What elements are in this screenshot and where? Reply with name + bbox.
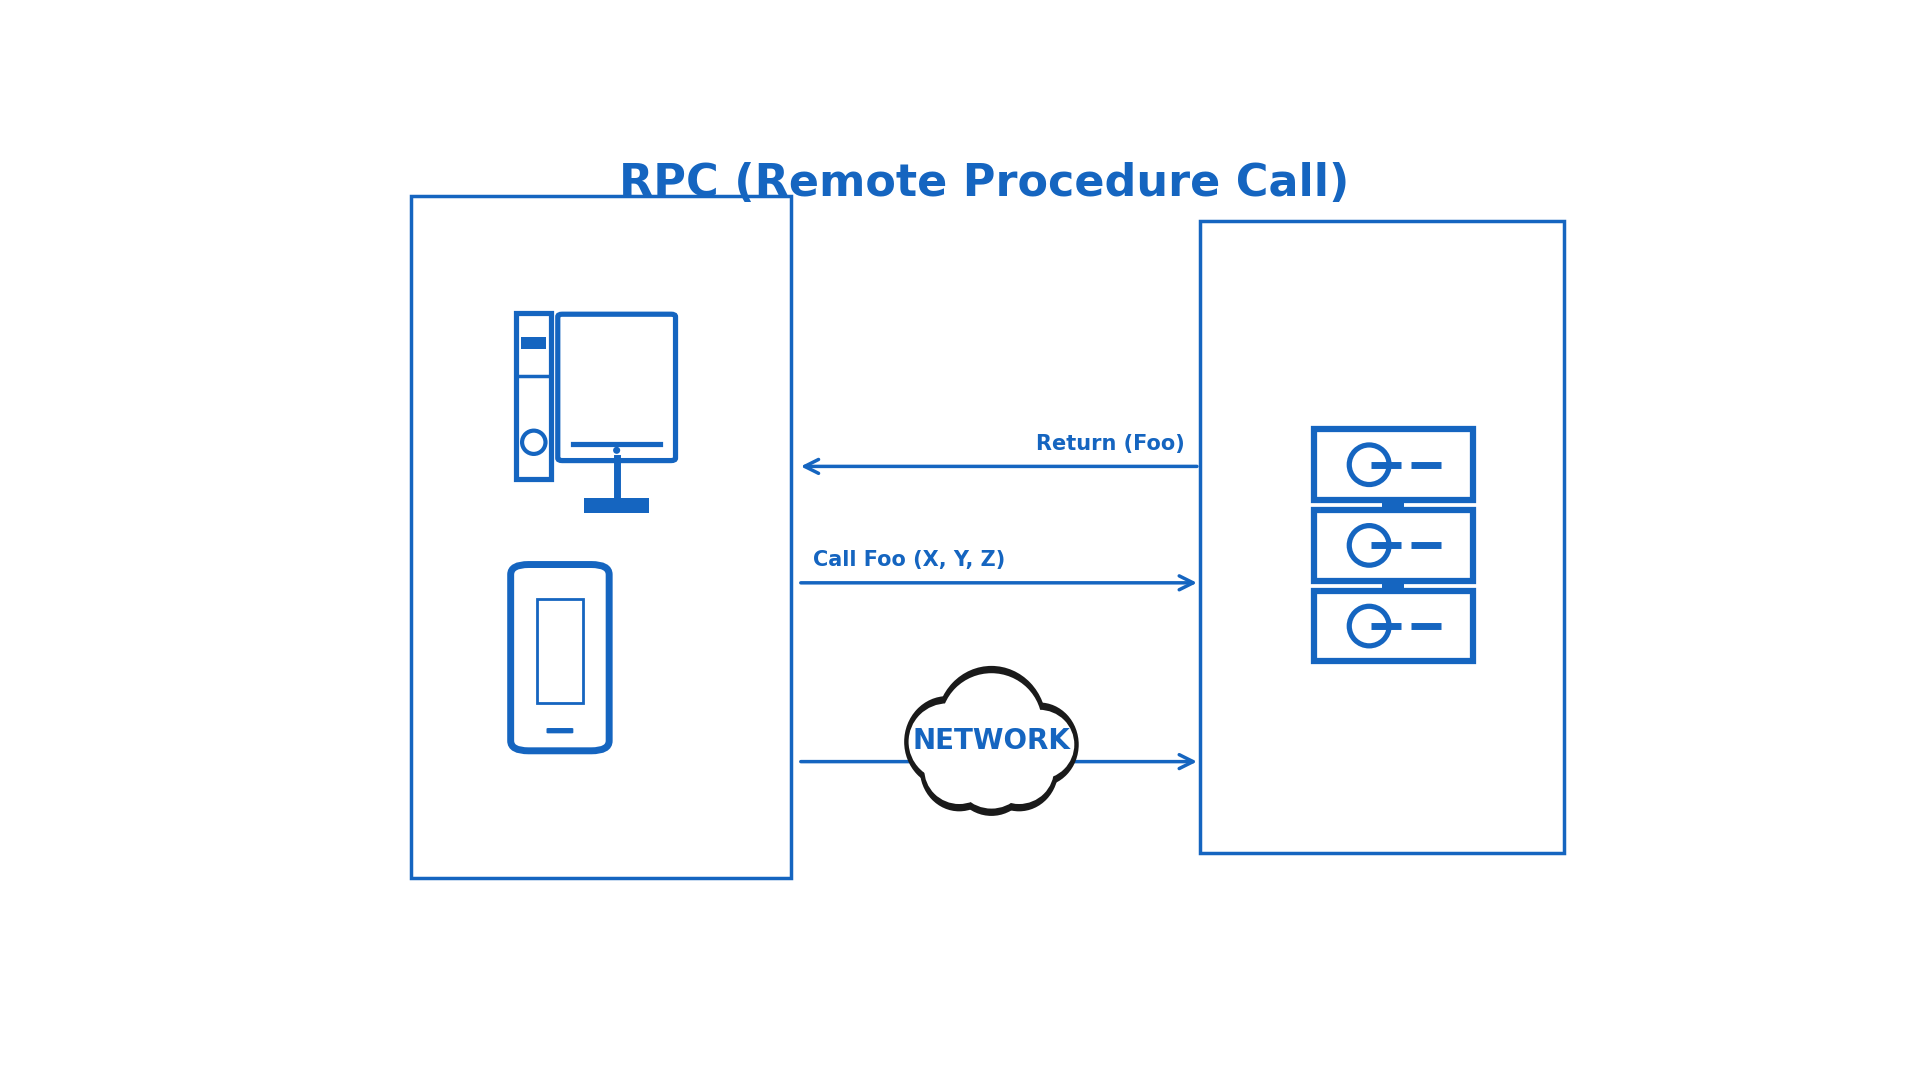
FancyBboxPatch shape xyxy=(538,599,582,703)
Ellipse shape xyxy=(937,666,1046,781)
Ellipse shape xyxy=(522,431,545,454)
Ellipse shape xyxy=(904,697,991,787)
Text: NETWORK: NETWORK xyxy=(912,727,1069,755)
Text: RPC (Remote Procedure Call): RPC (Remote Procedure Call) xyxy=(618,162,1350,205)
FancyBboxPatch shape xyxy=(547,728,574,733)
FancyBboxPatch shape xyxy=(522,337,545,349)
Ellipse shape xyxy=(612,447,620,454)
FancyBboxPatch shape xyxy=(584,498,649,513)
FancyBboxPatch shape xyxy=(1200,221,1565,853)
FancyBboxPatch shape xyxy=(516,312,551,478)
FancyBboxPatch shape xyxy=(511,565,609,751)
FancyBboxPatch shape xyxy=(1313,591,1473,661)
FancyBboxPatch shape xyxy=(1382,500,1404,510)
Ellipse shape xyxy=(1350,526,1388,565)
FancyBboxPatch shape xyxy=(1313,430,1473,500)
FancyBboxPatch shape xyxy=(1313,510,1473,581)
Text: Return (Foo): Return (Foo) xyxy=(1037,434,1185,454)
FancyBboxPatch shape xyxy=(559,314,676,460)
Ellipse shape xyxy=(924,734,995,804)
Ellipse shape xyxy=(954,735,1029,809)
Text: Call Foo (X, Y, Z): Call Foo (X, Y, Z) xyxy=(812,551,1006,570)
Ellipse shape xyxy=(1000,702,1079,786)
Ellipse shape xyxy=(950,728,1033,815)
Ellipse shape xyxy=(908,703,985,780)
FancyBboxPatch shape xyxy=(1382,581,1404,591)
Ellipse shape xyxy=(1004,710,1075,780)
FancyBboxPatch shape xyxy=(411,197,791,878)
Ellipse shape xyxy=(941,673,1043,774)
Ellipse shape xyxy=(1350,445,1388,485)
Ellipse shape xyxy=(1350,606,1388,646)
Ellipse shape xyxy=(985,734,1054,804)
Ellipse shape xyxy=(979,727,1058,811)
Ellipse shape xyxy=(920,727,998,811)
